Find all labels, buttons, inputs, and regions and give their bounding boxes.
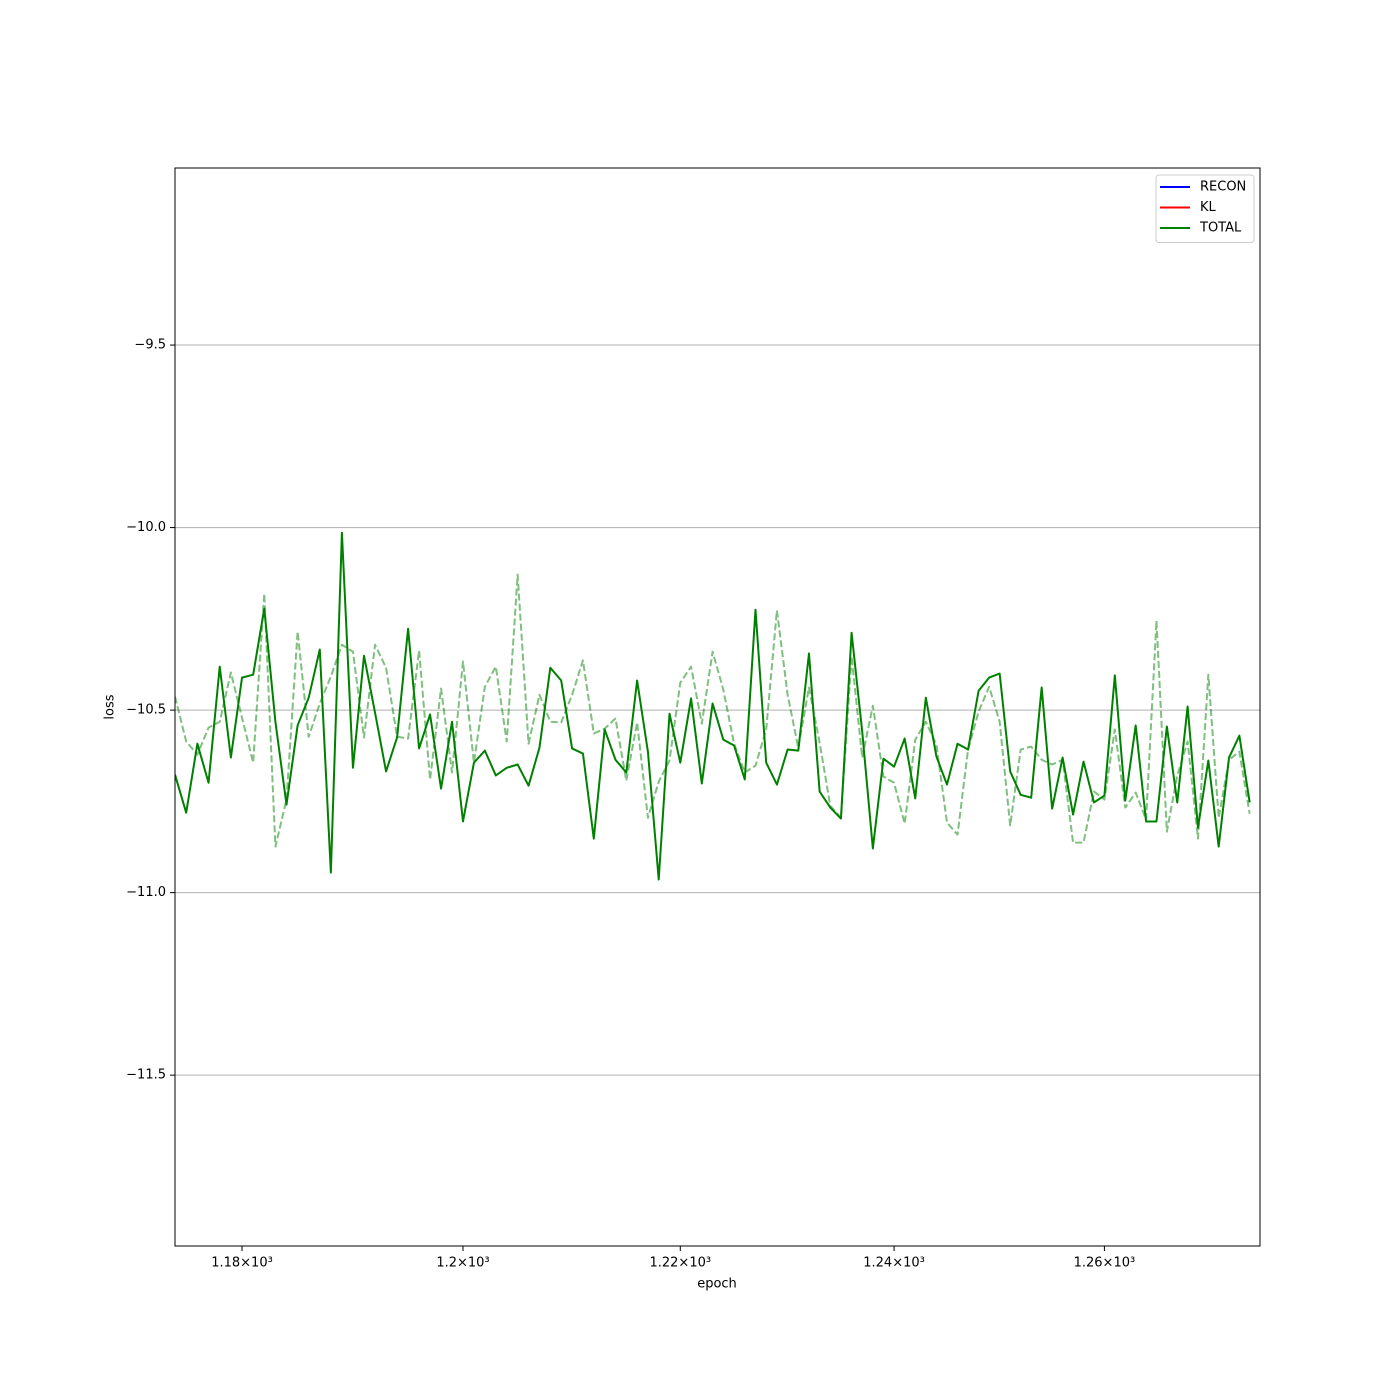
x-axis-label: epoch — [697, 1277, 737, 1292]
series-line — [175, 531, 1251, 881]
y-tick-label: −11.0 — [126, 885, 166, 900]
y-tick-label: −11.5 — [126, 1068, 166, 1083]
axes-frame — [174, 167, 1261, 1247]
legend-label: KL — [1200, 200, 1217, 215]
y-tick-label: −10.0 — [126, 520, 166, 535]
x-tick-label: 1.18×10³ — [211, 1256, 273, 1271]
legend-label: TOTAL — [1199, 221, 1242, 236]
series-line — [175, 573, 1251, 848]
y-axis-label: loss — [103, 694, 118, 719]
x-tick-label: 1.24×10³ — [863, 1256, 925, 1271]
legend-label: RECON — [1200, 180, 1246, 195]
x-tick-label: 1.2×10³ — [436, 1256, 489, 1271]
x-tick-label: 1.26×10³ — [1074, 1256, 1136, 1271]
y-tick-label: −9.5 — [134, 338, 166, 353]
x-tick-label: 1.22×10³ — [649, 1256, 711, 1271]
plot-area — [175, 531, 1251, 881]
y-tick-label: −10.5 — [126, 703, 166, 718]
legend-box — [1155, 174, 1255, 243]
